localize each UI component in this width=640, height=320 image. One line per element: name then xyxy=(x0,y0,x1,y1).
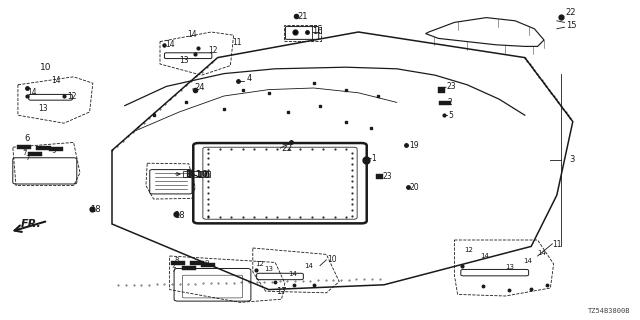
Bar xyxy=(201,263,215,267)
Text: 9: 9 xyxy=(51,148,56,154)
Text: 7: 7 xyxy=(172,268,176,273)
Text: 7: 7 xyxy=(172,262,176,268)
Text: 12: 12 xyxy=(465,247,474,252)
Bar xyxy=(49,147,63,151)
Text: 7: 7 xyxy=(22,150,27,156)
Bar xyxy=(438,87,445,93)
Text: 15: 15 xyxy=(566,21,576,30)
Text: 22: 22 xyxy=(566,8,576,17)
Text: 18: 18 xyxy=(174,211,185,220)
Text: 13: 13 xyxy=(38,104,48,113)
Text: 12: 12 xyxy=(67,92,77,101)
Text: 13: 13 xyxy=(179,56,189,65)
Text: 23: 23 xyxy=(447,82,456,91)
Text: 14: 14 xyxy=(27,88,36,97)
Text: 2: 2 xyxy=(448,98,452,107)
Text: 12: 12 xyxy=(209,46,218,55)
Text: 14: 14 xyxy=(524,258,532,264)
Text: 10: 10 xyxy=(328,255,337,264)
Text: 14: 14 xyxy=(538,251,547,256)
Bar xyxy=(171,261,185,265)
Text: 24: 24 xyxy=(194,84,204,92)
Text: 23: 23 xyxy=(383,172,392,181)
Text: 14: 14 xyxy=(51,76,61,85)
Text: 16: 16 xyxy=(312,28,323,36)
Text: 19: 19 xyxy=(410,141,419,150)
Text: 8: 8 xyxy=(22,145,27,151)
Text: 12: 12 xyxy=(255,261,264,267)
Text: 13: 13 xyxy=(264,267,273,272)
Text: 13: 13 xyxy=(506,264,515,270)
Text: 4: 4 xyxy=(246,74,252,83)
Text: 20: 20 xyxy=(410,183,419,192)
Bar xyxy=(182,266,196,270)
Bar xyxy=(190,261,204,265)
Text: 10: 10 xyxy=(40,63,52,72)
Text: 11: 11 xyxy=(552,240,562,249)
Bar xyxy=(36,146,51,150)
Text: FR.: FR. xyxy=(20,219,41,229)
Text: 6: 6 xyxy=(24,134,29,143)
Text: 8: 8 xyxy=(174,257,179,263)
Text: 22: 22 xyxy=(282,144,293,153)
Text: 7: 7 xyxy=(26,156,30,161)
Text: 14: 14 xyxy=(288,271,297,276)
Text: B-10: B-10 xyxy=(185,170,208,179)
Text: 1: 1 xyxy=(371,154,376,163)
Text: 5: 5 xyxy=(448,111,453,120)
Text: 14: 14 xyxy=(165,40,175,49)
Bar xyxy=(17,145,31,149)
Text: TZ54B3800B: TZ54B3800B xyxy=(588,308,630,314)
Text: 17: 17 xyxy=(276,287,287,296)
Text: 18: 18 xyxy=(90,205,100,214)
Text: B-10: B-10 xyxy=(188,171,211,180)
Text: 11: 11 xyxy=(232,38,242,47)
Bar xyxy=(28,152,42,156)
Bar xyxy=(376,174,383,179)
Bar xyxy=(439,101,451,105)
Text: 14: 14 xyxy=(187,30,196,39)
Text: 14: 14 xyxy=(304,263,313,269)
Text: 21: 21 xyxy=(297,12,307,21)
Text: 14: 14 xyxy=(480,253,489,259)
Text: 3: 3 xyxy=(570,156,575,164)
Text: 9: 9 xyxy=(205,260,209,266)
